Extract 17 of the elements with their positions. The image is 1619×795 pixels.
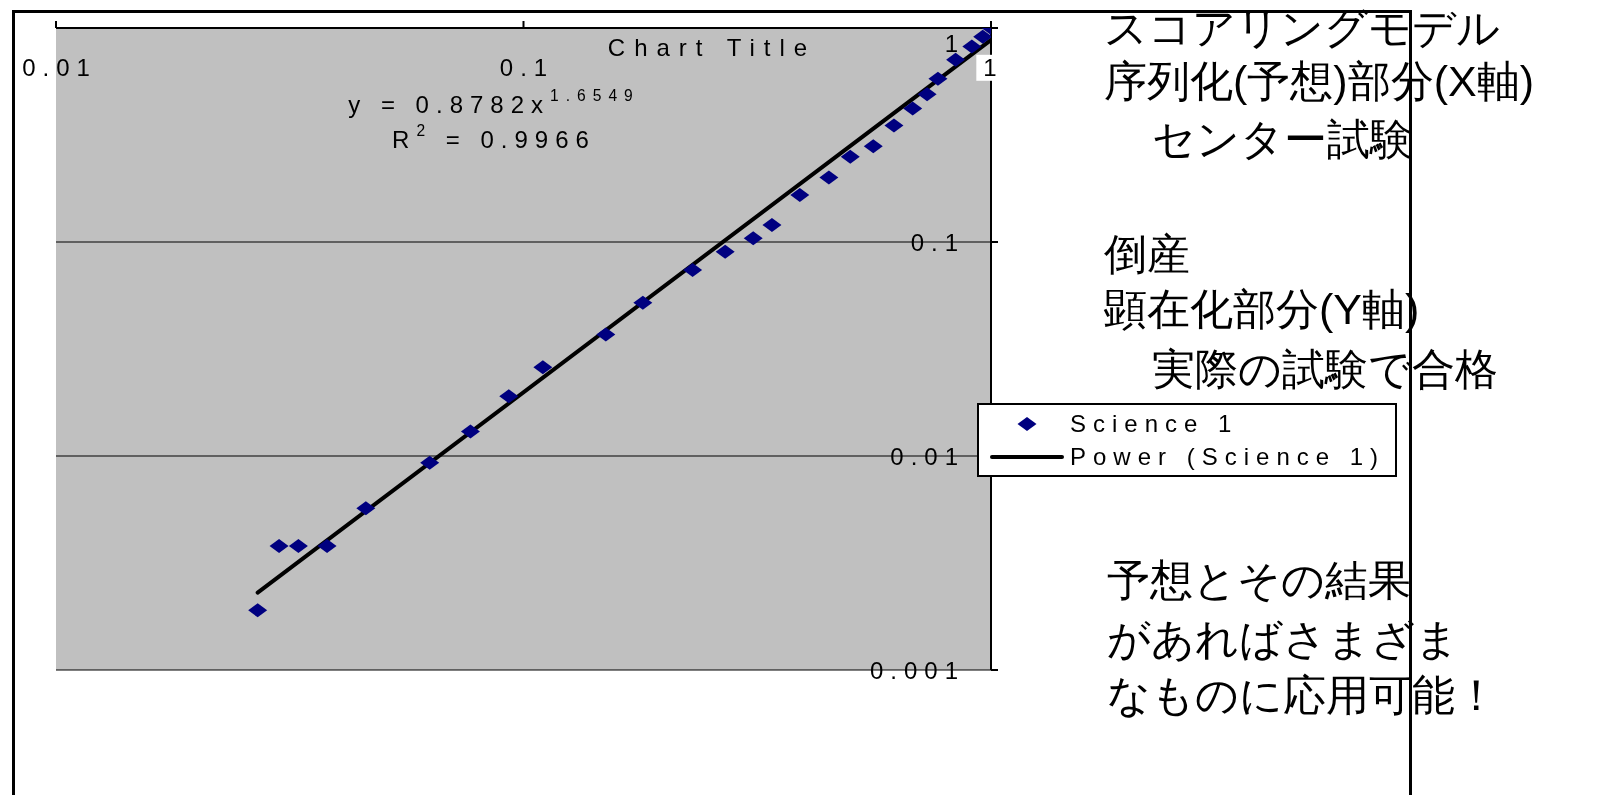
legend-label: Science 1 bbox=[1070, 409, 1239, 438]
annotation: y = 0.8782x$^{1.6549}$ bbox=[348, 86, 640, 119]
legend-label: Power (Science 1) bbox=[1070, 442, 1386, 471]
y-tick-label: 0.01 bbox=[890, 442, 965, 470]
text: 実際の試験で合格 bbox=[1152, 345, 1498, 395]
text: センター試験 bbox=[1152, 115, 1413, 165]
text: 予想とその結果 bbox=[1107, 556, 1411, 606]
chart-title: Chart Title bbox=[607, 33, 817, 62]
x-tick-label: 1 bbox=[976, 53, 1006, 82]
y-tick-label: 1 bbox=[944, 29, 965, 57]
text: スコアリングモデル bbox=[1104, 4, 1500, 54]
annotation: R$^{2}$ = 0.9966 bbox=[392, 121, 596, 154]
text: なものに応用可能！ bbox=[1107, 671, 1498, 721]
text: 倒産 bbox=[1104, 230, 1190, 280]
x-tick-label: 0.01 bbox=[21, 53, 97, 82]
y-tick-label: 0.1 bbox=[910, 228, 965, 256]
x-tick-label: 0.1 bbox=[498, 53, 555, 82]
